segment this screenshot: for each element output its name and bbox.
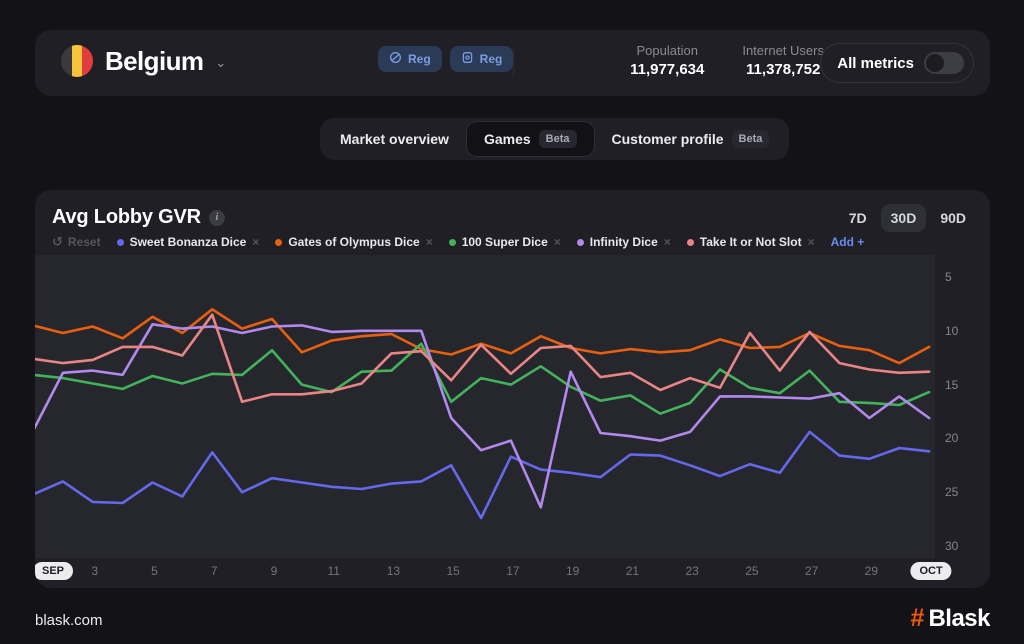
x-label-11: 11 [327,564,340,578]
site-link[interactable]: blask.com [35,612,103,629]
remove-series-icon[interactable]: × [553,235,561,249]
range-button-90d[interactable]: 90D [940,210,966,226]
toggle-switch[interactable] [924,52,964,74]
x-label-5: 5 [151,564,158,578]
y-tick-5: 5 [945,270,952,284]
y-tick-15: 15 [945,377,959,392]
divider [513,49,514,77]
legend-item-sweet-bonanza-dice[interactable]: Sweet Bonanza Dice × [116,235,260,249]
stat-label: Population [636,43,698,58]
reset-button[interactable]: ↺ Reset [52,234,101,250]
series-line-take-it-or-not-slot[interactable] [35,313,931,404]
belgium-flag-icon [61,45,93,77]
legend-label: Take It or Not Slot [699,235,802,249]
stat-value: 11,977,634 [630,61,705,78]
range-selector: 7D 30D 90D [839,204,976,232]
top-bar: Belgium ⌄ Reg Reg Population 11,977,634 Int… [35,30,990,96]
tab-games[interactable]: Games Beta [465,121,595,157]
x-label-25: 25 [745,564,759,578]
blask-hash-icon: # [910,604,925,632]
x-label-9: 9 [270,564,278,578]
blask-logo[interactable]: # Blask [910,604,991,633]
legend-label: Gates of Olympus Dice [288,235,420,249]
y-tick-30: 30 [945,539,959,553]
chart-card: Avg Lobby GVR i 7D 30D 90D ↺ Reset Sweet B… [35,190,990,588]
series-line-gates-of-olympus-dice[interactable] [35,307,931,365]
stat-value: 11,378,752 [746,61,821,78]
legend-label: 100 Super Dice [461,235,548,249]
series-line-100-super-dice[interactable] [35,342,931,415]
x-label-7: 7 [210,564,218,578]
country-stats: Population 11,977,634 Internet Users 11,378… [630,43,824,78]
legend-dot [275,238,283,246]
series-line-infinity-dice[interactable] [35,323,931,509]
tab-market-overview[interactable]: Market overview [323,121,466,157]
legend-item-take-it-or-not-slot[interactable]: Take It or Not Slot × [686,235,815,249]
x-label-17: 17 [506,564,520,578]
stat-internet-users: Internet Users 11,378,752 [742,43,824,78]
toggle-knob [926,54,944,72]
x-label-15: 15 [446,564,460,578]
x-label-19: 19 [565,564,580,578]
all-metrics-toggle[interactable]: All metrics [820,43,974,83]
legend-dot [686,238,694,246]
remove-series-icon[interactable]: × [425,235,433,249]
legend-row: ↺ Reset Sweet Bonanza Dice × Gates of Olym… [52,234,864,250]
stat-population: Population 11,977,634 [630,43,704,78]
legend-label: Sweet Bonanza Dice [129,235,247,249]
y-tick-10: 10 [945,323,959,338]
x-label-sep: SEP [35,562,74,580]
remove-series-icon[interactable]: × [807,235,815,249]
reset-label: Reset [67,235,101,249]
range-button-7d[interactable]: 7D [848,210,867,226]
reset-icon: ↺ [52,234,63,249]
country-name: Belgium [105,45,204,76]
remove-series-icon[interactable]: × [252,235,260,249]
series-line-sweet-bonanza-dice[interactable] [35,430,931,520]
globe-icon [389,51,402,67]
tab-label: Market overview [340,131,449,147]
chart-title: Avg Lobby GVR [52,206,201,228]
remove-series-icon[interactable]: × [663,235,671,249]
legend-dot [576,238,584,246]
beta-badge: Beta [731,130,770,148]
add-series-button[interactable]: Add + [830,235,865,249]
x-label-29: 29 [864,564,879,578]
tab-label: Games [483,131,531,147]
legend-item-gates-of-olympus-dice[interactable]: Gates of Olympus Dice × [275,235,433,249]
x-label-3: 3 [91,564,99,578]
range-button-30d[interactable]: 30D [880,204,927,232]
beta-badge: Beta [538,130,577,148]
country-selector[interactable]: Belgium ⌄ [61,45,226,77]
reg-badge-app[interactable]: Reg [449,46,514,72]
x-label-oct: OCT [910,562,952,580]
chevron-down-icon: ⌄ [215,55,227,70]
y-tick-25: 25 [945,485,959,500]
reg-badge-label: Reg [479,52,503,66]
y-tick-20: 20 [945,431,959,446]
x-axis: SEP 3 5 7 9 11 13 15 17 19 21 23 25 27 29 OCT [35,562,952,582]
x-label-27: 27 [804,564,819,578]
legend-label: Infinity Dice [589,235,658,249]
x-label-23: 23 [685,564,699,578]
reg-badges: Reg Reg [378,46,514,72]
stat-label: Internet Users [742,43,824,58]
blask-logo-text: Blask [928,604,990,632]
legend-dot [448,238,456,246]
chart-plot-area[interactable] [35,255,935,558]
reg-badge-globe[interactable]: Reg [378,46,442,72]
app-icon [461,51,474,67]
tab-customer-profile[interactable]: Customer profile Beta [595,121,787,157]
view-tabs: Market overview Games Beta Customer profile… [320,118,790,160]
all-metrics-label: All metrics [837,54,914,72]
x-label-21: 21 [625,564,640,578]
x-label-13: 13 [386,564,401,578]
legend-item-100-super-dice[interactable]: 100 Super Dice × [448,235,561,249]
info-icon[interactable]: i [208,209,225,226]
reg-badge-label: Reg [408,52,431,66]
legend-dot [116,238,124,246]
legend-item-infinity-dice[interactable]: Infinity Dice × [576,235,671,249]
tab-label: Customer profile [611,131,724,147]
